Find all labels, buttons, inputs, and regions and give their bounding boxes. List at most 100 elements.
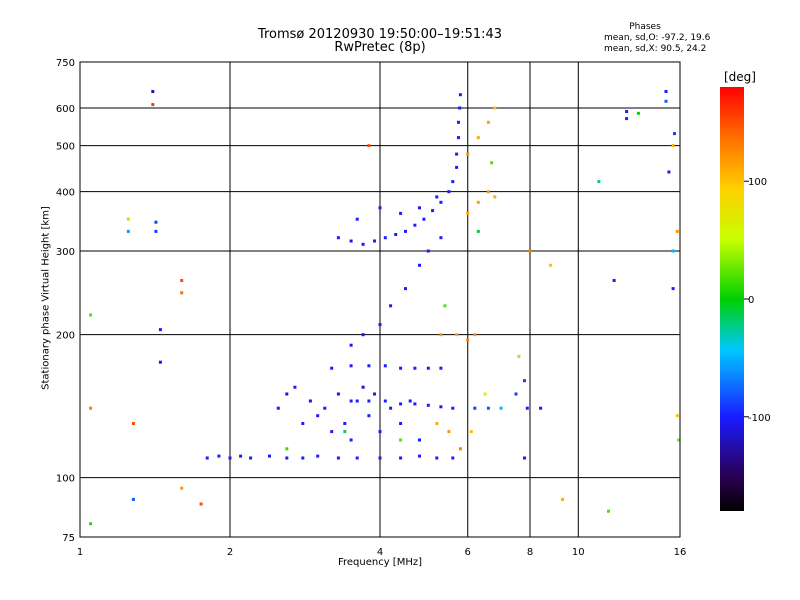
data-point: [399, 422, 403, 425]
data-point: [439, 236, 443, 240]
data-point: [466, 211, 470, 215]
data-point: [528, 249, 532, 253]
data-point: [636, 111, 640, 115]
data-point: [486, 406, 490, 410]
data-point: [439, 200, 443, 204]
chart-subtitle: RwPretec (8p): [334, 40, 426, 55]
data-point: [355, 456, 359, 460]
data-point: [404, 229, 407, 233]
data-points: [89, 90, 681, 526]
data-point: [158, 360, 162, 364]
data-point: [466, 152, 470, 156]
data-point: [285, 456, 289, 460]
data-point: [490, 161, 494, 165]
data-point: [561, 497, 565, 501]
data-point: [336, 392, 340, 396]
data-point: [394, 233, 398, 236]
data-point: [473, 333, 477, 337]
data-point: [399, 211, 403, 215]
phase-stats-x: mean, sd,X: 90.5, 24.2: [604, 44, 707, 54]
data-point: [458, 447, 462, 451]
data-point: [323, 406, 327, 410]
axis-ticks: 1 2 4 6 8 10 16 75 100 200 300 400 500 600 750: [56, 58, 686, 558]
data-point: [349, 239, 353, 243]
data-point: [336, 236, 340, 240]
data-point: [154, 220, 158, 224]
data-point: [607, 509, 610, 513]
data-point: [486, 120, 490, 124]
data-point: [367, 399, 371, 403]
colorbar-tick-label: -100: [748, 413, 771, 424]
data-point: [413, 402, 417, 406]
data-point: [367, 144, 371, 148]
data-point: [399, 402, 403, 406]
data-point: [330, 430, 334, 434]
data-point: [389, 304, 393, 308]
x-tick-label: 2: [227, 547, 233, 558]
colorbar-tick-label: 100: [748, 177, 767, 188]
data-point: [378, 430, 382, 434]
data-point: [675, 414, 679, 418]
data-point: [126, 229, 130, 233]
data-point: [316, 414, 320, 418]
data-point: [151, 103, 155, 107]
data-point: [228, 456, 232, 460]
data-point: [361, 333, 365, 337]
data-point: [383, 364, 387, 368]
data-point: [499, 406, 503, 410]
data-point: [404, 287, 407, 291]
data-point: [316, 454, 320, 458]
data-point: [217, 454, 221, 458]
data-point: [389, 406, 393, 410]
data-point: [154, 229, 158, 233]
data-point: [435, 195, 439, 199]
data-point: [239, 454, 243, 458]
data-point: [367, 364, 371, 368]
data-point: [523, 379, 526, 383]
data-point: [276, 406, 280, 410]
x-tick-label: 6: [465, 547, 471, 558]
data-point: [493, 195, 497, 199]
y-tick-label: 75: [62, 533, 75, 544]
data-point: [308, 399, 312, 403]
data-point: [675, 229, 679, 233]
colorbar-title: [deg]: [724, 70, 756, 84]
data-point: [413, 223, 417, 227]
data-point: [426, 403, 430, 407]
data-point: [667, 170, 671, 174]
x-axis-label: Frequency [MHz]: [337, 557, 423, 568]
data-point: [422, 217, 426, 221]
data-point: [426, 249, 430, 253]
y-tick-label: 400: [56, 188, 75, 199]
data-point: [435, 422, 439, 425]
data-point: [664, 99, 668, 103]
x-tick-label: 8: [527, 547, 533, 558]
data-point: [336, 456, 340, 460]
data-point: [408, 399, 412, 403]
data-point: [131, 422, 135, 425]
data-point: [443, 304, 447, 308]
data-point: [180, 279, 184, 282]
data-point: [466, 338, 470, 342]
y-tick-label: 100: [56, 474, 75, 485]
data-point: [435, 456, 439, 460]
data-point: [625, 117, 629, 121]
data-point: [476, 229, 480, 233]
data-point: [399, 456, 403, 460]
data-point: [367, 414, 371, 418]
data-point: [413, 366, 417, 370]
data-point: [343, 430, 347, 434]
data-point: [349, 438, 353, 442]
data-point: [301, 456, 305, 460]
data-point: [458, 106, 462, 110]
data-point: [89, 522, 93, 526]
data-point: [455, 152, 459, 156]
data-point: [355, 217, 359, 221]
x-tick-label: 1: [77, 547, 83, 558]
data-point: [418, 454, 421, 458]
data-point: [373, 392, 376, 396]
data-point: [473, 406, 477, 410]
y-tick-label: 600: [56, 104, 75, 115]
data-point: [293, 385, 297, 389]
data-point: [361, 242, 365, 246]
